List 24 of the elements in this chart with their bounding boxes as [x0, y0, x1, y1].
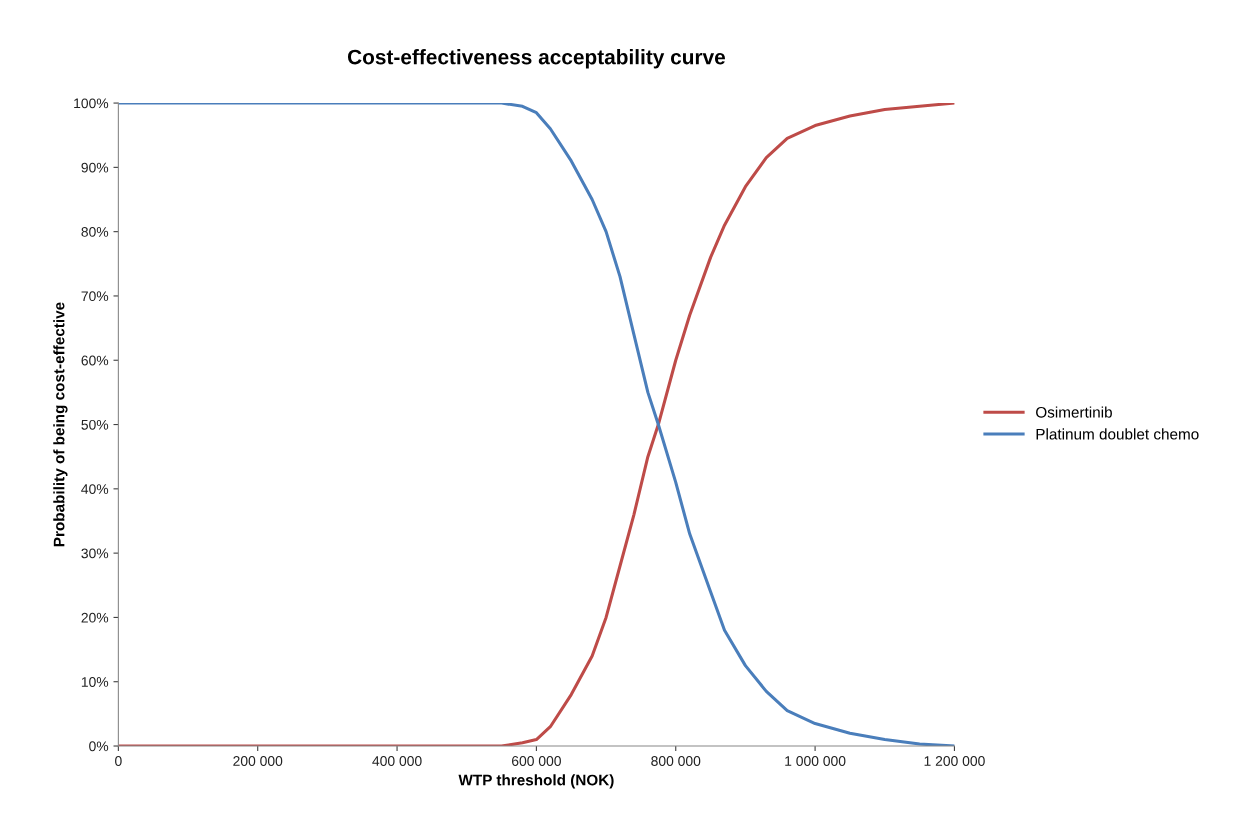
line-series — [118, 103, 955, 747]
y-tick-label: 60% — [81, 355, 109, 366]
y-tick-label: 30% — [81, 548, 109, 559]
x-tick-label: 400 000 — [372, 756, 422, 766]
x-tick-label: 200 000 — [233, 756, 283, 766]
y-tick-label: 90% — [81, 162, 109, 173]
y-tick-label: 100% — [74, 98, 109, 109]
x-tick-label: 0 — [115, 756, 122, 766]
y-tick-label: 80% — [81, 226, 109, 237]
y-tick-label: 0% — [89, 741, 109, 752]
x-tick-label: 1 000 000 — [785, 756, 846, 766]
x-tick-label: 1 200 000 — [924, 756, 985, 766]
legend-label: Platinum doublet chemo — [1036, 428, 1199, 440]
y-tick-label: 50% — [81, 419, 109, 430]
y-tick-label: 20% — [81, 612, 109, 623]
x-tick-label: 600 000 — [512, 756, 561, 766]
y-axis-title: Probability of being cost-effective — [53, 302, 68, 547]
x-tick-label: 800 000 — [651, 756, 701, 766]
y-tick-label: 70% — [81, 291, 109, 302]
y-tick-label: 10% — [81, 677, 109, 687]
y-tick-label: 40% — [81, 484, 109, 495]
chart-title: Cost-effectiveness acceptability curve — [347, 49, 726, 69]
legend-label: Osimertinib — [1036, 406, 1112, 418]
x-axis-title: WTP threshold (NOK) — [458, 774, 614, 789]
